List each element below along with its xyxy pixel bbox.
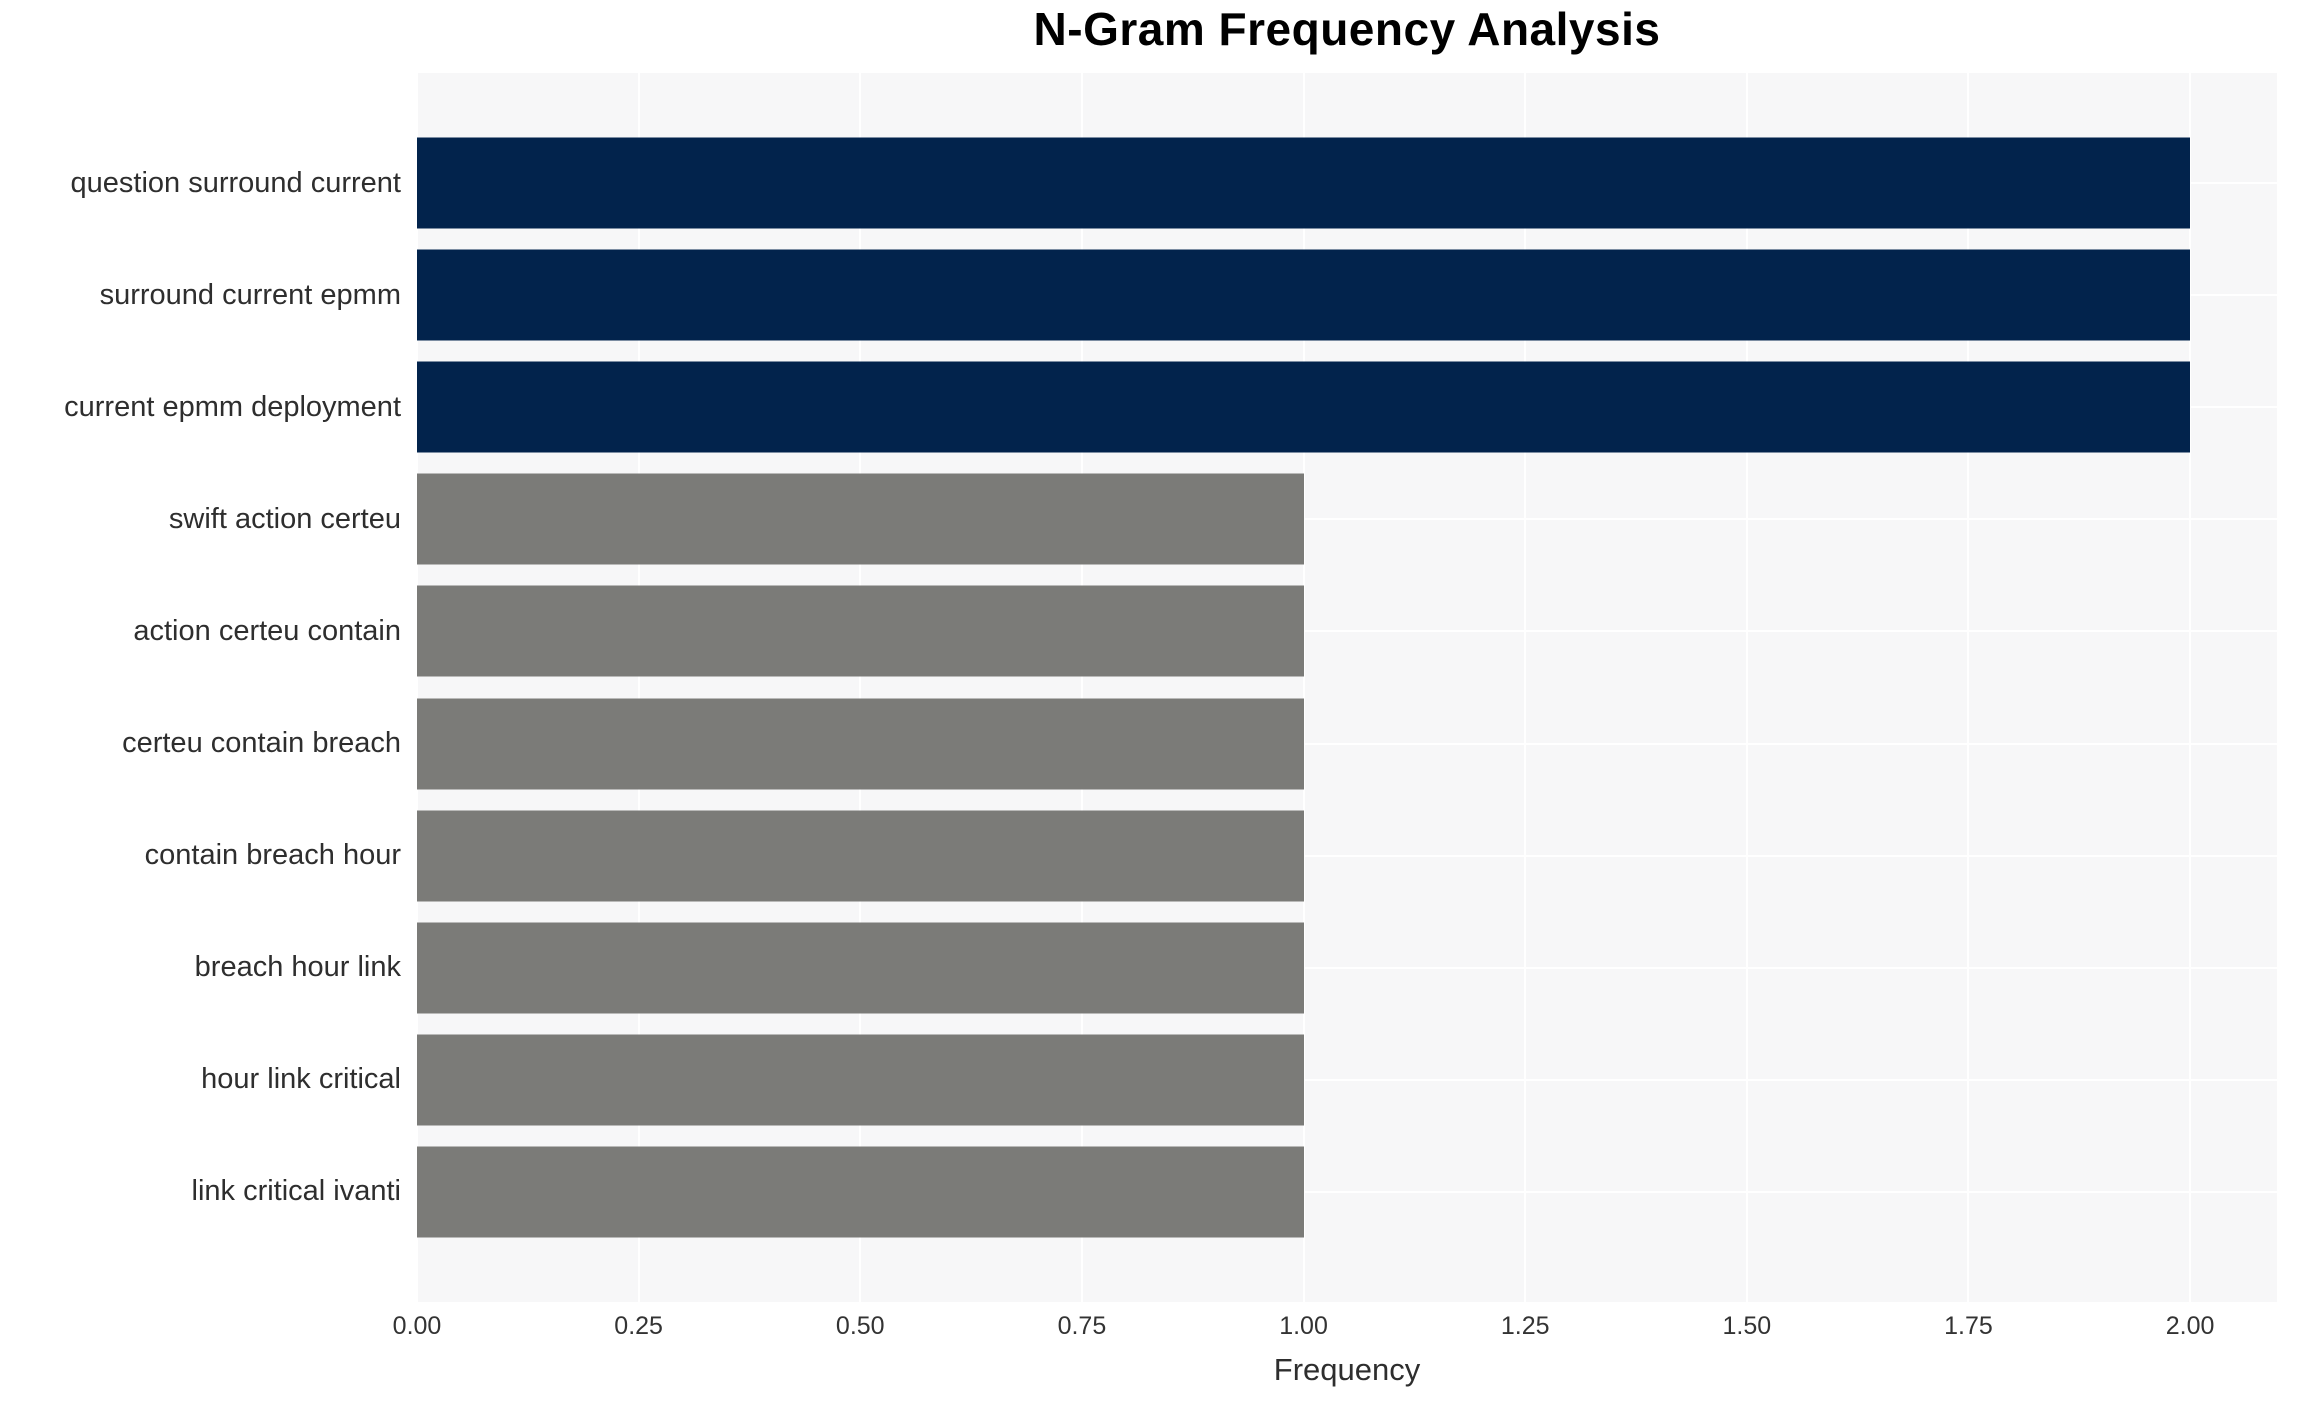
bar (417, 810, 1304, 902)
bar-rows (417, 127, 2277, 1248)
x-axis-title: Frequency (1273, 1352, 1421, 1387)
y-gridline (417, 518, 2277, 521)
x-axis-ticks: 0.00 0.25 0.50 0.75 1.00 1.25 1.50 1.75 2.00 (0, 1312, 2297, 1346)
y-tick-label: current epmm deployment (64, 390, 401, 423)
x-tick-label: 0.50 (835, 1312, 885, 1340)
bar (417, 473, 1304, 565)
bar-row (417, 1136, 2277, 1248)
bar (417, 1034, 1304, 1126)
x-tick-label: 1.00 (1279, 1312, 1328, 1340)
bar (417, 361, 2191, 453)
y-gridline (417, 1190, 2277, 1193)
bar-row (417, 239, 2277, 351)
y-tick-label: question surround current (70, 166, 401, 199)
chart-title: N-Gram Frequency Analysis (1033, 3, 1661, 55)
x-gridline (859, 73, 862, 1302)
y-gridline (417, 1078, 2277, 1081)
x-tick-label: 0.25 (614, 1312, 663, 1340)
bar (417, 249, 2191, 341)
x-gridline (1302, 73, 1305, 1302)
bar (417, 585, 1304, 677)
x-tick-label: 0.75 (1057, 1312, 1107, 1340)
y-tick-row: question surround current (0, 127, 401, 239)
y-gridline (417, 854, 2277, 857)
y-tick-label: hour link critical (201, 1063, 401, 1096)
y-tick-label: action certeu contain (133, 614, 401, 647)
x-gridline (1967, 73, 1970, 1302)
x-tick-label: 1.50 (1722, 1312, 1772, 1340)
y-tick-row: breach hour link (0, 912, 401, 1024)
bar-row (417, 127, 2277, 239)
y-tick-label: breach hour link (194, 951, 401, 984)
bar (417, 1146, 1304, 1238)
y-tick-label: contain breach hour (144, 839, 401, 872)
plot-area (416, 73, 2277, 1302)
bar-row (417, 575, 2277, 687)
bar-row (417, 463, 2277, 575)
y-tick-label: link critical ivanti (191, 1175, 402, 1208)
y-tick-row: action certeu contain (0, 575, 401, 687)
bar-row (417, 912, 2277, 1024)
y-axis-labels: question surround current surround curren… (0, 73, 401, 1302)
x-gridline (1080, 73, 1083, 1302)
y-tick-label: certeu contain breach (122, 727, 401, 760)
bar-row (417, 1024, 2277, 1136)
bar (417, 698, 1304, 790)
x-gridline (416, 73, 418, 1302)
bar-row (417, 351, 2277, 463)
y-tick-label: swift action certeu (168, 502, 401, 535)
y-gridline (417, 630, 2277, 633)
x-gridline (1524, 73, 1527, 1302)
y-tick-row: current epmm deployment (0, 351, 401, 463)
x-gridline (1745, 73, 1748, 1302)
x-tick-label: 0.00 (392, 1312, 442, 1340)
x-tick-label: 1.75 (1944, 1312, 1993, 1340)
y-tick-row: certeu contain breach (0, 687, 401, 799)
x-gridline (2189, 73, 2192, 1302)
bar (417, 137, 2191, 229)
x-gridline (637, 73, 640, 1302)
y-tick-row: surround current epmm (0, 239, 401, 351)
bar-row (417, 687, 2277, 799)
y-tick-label: surround current epmm (99, 278, 401, 311)
y-gridline (417, 966, 2277, 969)
x-tick-label: 2.00 (2165, 1312, 2215, 1340)
bar (417, 922, 1304, 1014)
bar-row (417, 800, 2277, 912)
y-tick-row: link critical ivanti (0, 1136, 402, 1248)
x-tick-label: 1.25 (1500, 1312, 1550, 1340)
y-tick-row: contain breach hour (0, 800, 401, 912)
y-gridline (417, 742, 2277, 745)
y-tick-row: hour link critical (0, 1024, 401, 1136)
y-tick-row: swift action certeu (0, 463, 401, 575)
